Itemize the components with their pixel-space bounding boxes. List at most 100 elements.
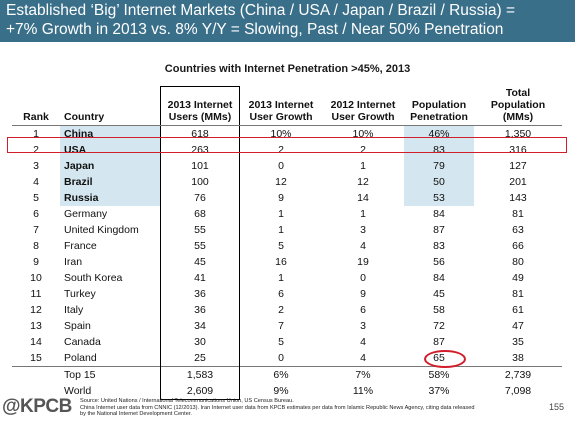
cell-g12: 3: [360, 223, 366, 236]
cell-rank: 8: [33, 239, 39, 252]
table-title: Countries with Internet Penetration >45%…: [164, 63, 411, 75]
cell-users: 45: [160, 253, 240, 270]
cell-tot: 143: [509, 191, 527, 204]
cell-g12: 4: [360, 239, 366, 252]
table-row: 12 Italy 36 2 6 58 61: [12, 301, 562, 318]
cell-country: France: [64, 239, 97, 252]
table-header-row: Rank Country 2013 Internet Users (MMs) 20…: [12, 86, 562, 126]
cell-pen: 58: [433, 303, 445, 316]
cell-pen: 84: [433, 207, 445, 220]
cell-pen: 83: [433, 239, 445, 252]
cell-country: Japan: [60, 157, 161, 174]
usa-highlight-box: [7, 137, 567, 153]
cell-g12: 7%: [322, 365, 404, 383]
cell-g13: 0: [278, 159, 284, 172]
cell-g13: 12: [275, 175, 287, 188]
table-row: 13 Spain 34 7 3 72 47: [12, 317, 562, 334]
cell-g13: 2: [278, 143, 284, 156]
title-banner: Established ‘Big’ Internet Markets (Chin…: [0, 0, 575, 42]
cell-g12: 10%: [352, 127, 374, 140]
cell-pen: 45: [433, 287, 445, 300]
cell-tot: 49: [512, 271, 524, 284]
cell-rank: 10: [30, 271, 42, 284]
cell-country: Canada: [64, 335, 101, 348]
cell-rank: 6: [33, 207, 39, 220]
table-row: 6 Germany 68 1 1 84 81: [12, 205, 562, 222]
header-penetration: Population Penetration: [404, 86, 474, 126]
cell-g13: 6: [278, 287, 284, 300]
table-row: 5 Russia 76 9 14 53 143: [12, 189, 562, 206]
cell-rank: 14: [30, 335, 42, 348]
cell-g13: 1: [278, 207, 284, 220]
table-row: 2 USA 263 2 2 83 316: [12, 141, 562, 158]
cell-g12: 1: [360, 207, 366, 220]
cell-tot: 38: [512, 351, 524, 364]
cell-pen: 79: [404, 157, 474, 174]
cell-tot: 63: [512, 223, 524, 236]
cell-g13: 1: [278, 271, 284, 284]
cell-rank: 1: [33, 127, 39, 140]
cell-g12: 12: [357, 175, 369, 188]
cell-g12: 0: [360, 271, 366, 284]
table-row: 8 France 55 5 4 83 66: [12, 237, 562, 254]
cell-rank: 7: [33, 223, 39, 236]
cell-country: Iran: [64, 255, 83, 268]
cell-country: Germany: [64, 207, 108, 220]
cell-tot: 1,350: [504, 127, 532, 140]
table-row: 14 Canada 30 5 4 87 35: [12, 333, 562, 350]
table-row: 4 Brazil 100 12 12 50 201: [12, 173, 562, 190]
cell-users: 2,609: [160, 382, 240, 400]
kpcb-logo: @KPCB: [2, 396, 72, 417]
cell-g12: 1: [360, 159, 366, 172]
header-2012-growth: 2012 Internet User Growth: [322, 86, 404, 126]
cell-users: 101: [160, 157, 240, 174]
cell-pen: 72: [433, 319, 445, 332]
cell-g13: 1: [278, 223, 284, 236]
penetration-table: Rank Country 2013 Internet Users (MMs) 20…: [12, 86, 562, 400]
cell-g12: 4: [360, 351, 366, 364]
cell-g12: 14: [357, 191, 369, 204]
table-row: 9 Iran 45 16 19 56 80: [12, 253, 562, 270]
cell-g13: 7: [278, 319, 284, 332]
penetration-highlight-circle: [424, 350, 466, 368]
cell-tot: 66: [512, 239, 524, 252]
cell-g12: 2: [360, 143, 366, 156]
cell-country: Spain: [64, 319, 91, 332]
cell-rank: 3: [33, 159, 39, 172]
cell-g12: 19: [357, 255, 369, 268]
cell-rank: 5: [33, 191, 39, 204]
cell-pen: 56: [433, 255, 445, 268]
cell-users: 100: [160, 173, 240, 190]
cell-users: 76: [160, 189, 240, 206]
cell-g13: 6%: [239, 365, 322, 383]
cell-country: World: [64, 384, 92, 397]
header-country: Country: [60, 86, 161, 126]
cell-country: Turkey: [64, 287, 96, 300]
cell-users: 1,583: [160, 365, 240, 383]
cell-tot: 81: [512, 207, 524, 220]
cell-rank: 2: [33, 143, 39, 156]
cell-pen: 83: [404, 141, 474, 158]
cell-tot: 7,098: [504, 384, 532, 397]
header-internet-users: 2013 Internet Users (MMs): [160, 86, 240, 126]
cell-tot: 80: [512, 255, 524, 268]
cell-rank: 4: [33, 175, 39, 188]
header-2013-growth: 2013 Internet User Growth: [239, 86, 322, 126]
cell-rank: 12: [30, 303, 42, 316]
cell-rank: 15: [30, 351, 42, 364]
cell-g12: 6: [360, 303, 366, 316]
cell-country: United Kingdom: [64, 223, 139, 236]
cell-users: 55: [160, 221, 240, 238]
cell-pen: 53: [404, 189, 474, 206]
header-rank: Rank: [12, 86, 60, 126]
cell-users: 36: [160, 301, 240, 318]
cell-tot: 2,739: [474, 365, 562, 383]
cell-tot: 81: [512, 287, 524, 300]
cell-pen: 37%: [428, 384, 450, 397]
cell-users: 36: [160, 285, 240, 302]
cell-country: Russia: [60, 189, 161, 206]
cell-g13: 5: [278, 335, 284, 348]
cell-pen: 87: [433, 335, 445, 348]
cell-g12: 3: [360, 319, 366, 332]
cell-country: Top 15: [60, 365, 161, 383]
